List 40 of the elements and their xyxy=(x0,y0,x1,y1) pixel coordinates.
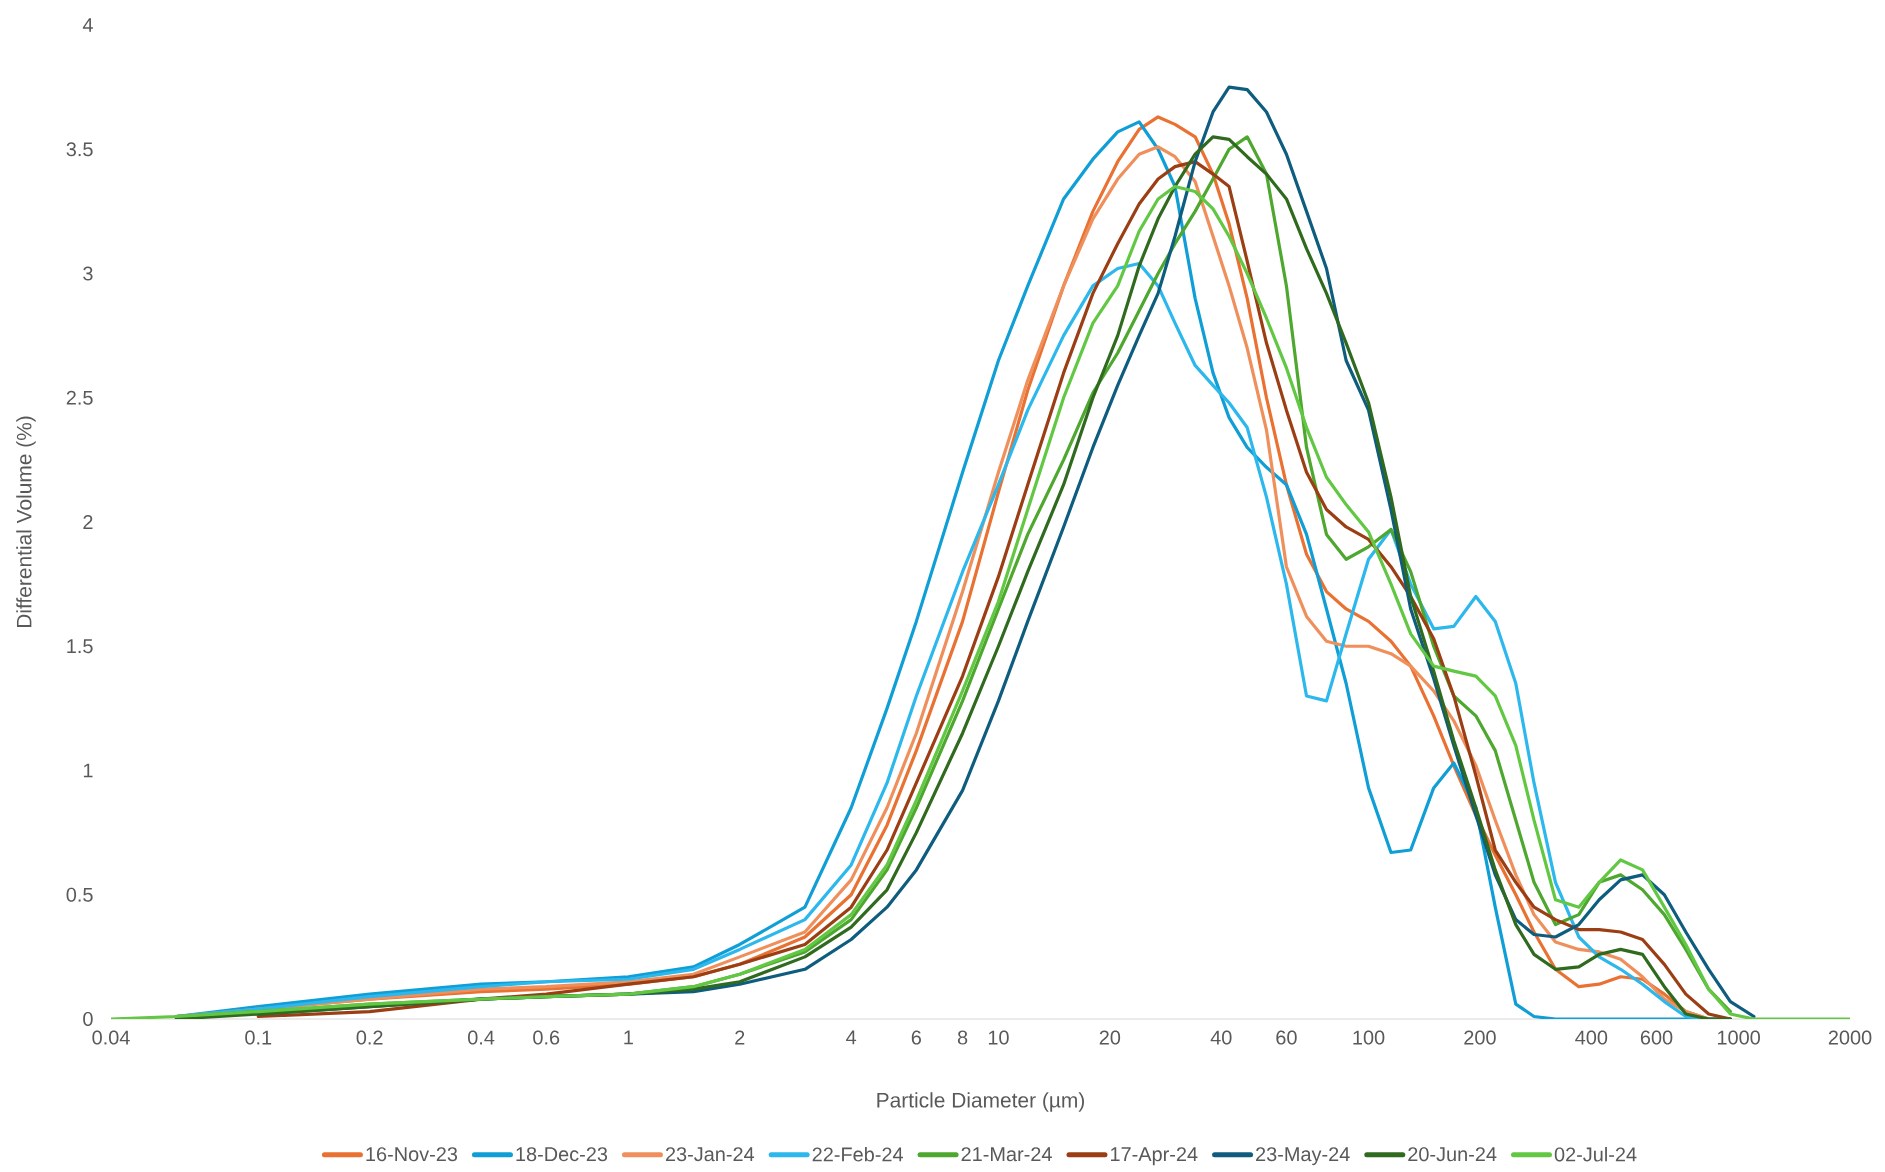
x-tick-label: 600 xyxy=(1640,1030,1673,1045)
y-tick-label: 1 xyxy=(83,763,93,778)
x-axis-title: Particle Diameter (µm) xyxy=(877,1092,1084,1112)
x-tick-label: 60 xyxy=(1276,1030,1297,1045)
x-tick-label: 10 xyxy=(988,1030,1009,1045)
x-tick-label: 0.1 xyxy=(245,1030,272,1045)
legend-label: 16-Nov-23 xyxy=(366,1147,458,1162)
x-tick-label: 40 xyxy=(1210,1030,1232,1045)
legend-label: 20-Jun-24 xyxy=(1408,1147,1497,1162)
legend-label: 22-Feb-24 xyxy=(812,1146,903,1162)
x-tick-label: 1 xyxy=(624,1030,633,1045)
y-tick-label: 3.5 xyxy=(66,142,93,157)
x-tick-label: 400 xyxy=(1575,1030,1608,1045)
y-tick-label: 4 xyxy=(82,18,93,32)
x-tick-label: 0.04 xyxy=(92,1030,130,1045)
legend-label: 17-Apr-24 xyxy=(1110,1147,1198,1166)
x-tick-label: 0.2 xyxy=(356,1030,383,1045)
legend-label: 18-Dec-23 xyxy=(516,1147,608,1162)
y-axis-title: Differential Volume (%) xyxy=(16,416,36,628)
x-tick-label: 2 xyxy=(735,1030,745,1045)
legend-label: 21-Mar-24 xyxy=(961,1147,1052,1162)
y-tick-label: 0 xyxy=(83,1011,93,1027)
x-tick-label: 20 xyxy=(1099,1030,1121,1045)
x-tick-label: 100 xyxy=(1353,1030,1385,1045)
y-tick-label: 2 xyxy=(83,515,93,529)
legend-label: 23-Jan-24 xyxy=(665,1147,755,1162)
y-tick-label: 0.5 xyxy=(66,887,93,902)
x-tick-label: 0.4 xyxy=(468,1030,495,1045)
y-tick-label: 1.5 xyxy=(67,639,93,654)
x-tick-label: 2000 xyxy=(1828,1030,1872,1045)
x-tick-label: 4 xyxy=(846,1030,857,1045)
x-tick-label: 0.6 xyxy=(533,1030,560,1045)
legend-label: 23-May-24 xyxy=(1256,1147,1350,1166)
x-tick-label: 1000 xyxy=(1717,1030,1760,1045)
y-tick-label: 2.5 xyxy=(66,390,93,405)
x-tick-label: 200 xyxy=(1464,1030,1496,1045)
legend-label: 02-Jul-24 xyxy=(1554,1146,1637,1162)
x-tick-label: 6 xyxy=(911,1030,921,1045)
y-tick-label: 3 xyxy=(83,266,93,281)
x-tick-label: 8 xyxy=(957,1030,968,1045)
